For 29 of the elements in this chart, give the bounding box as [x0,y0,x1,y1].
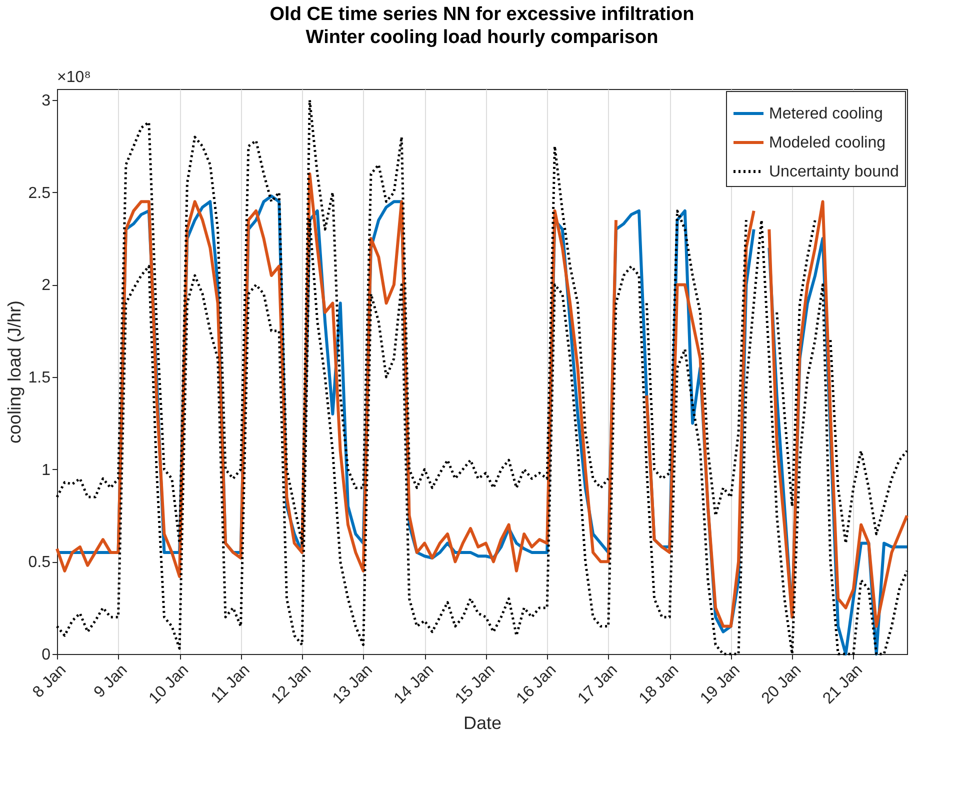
legend-label: Metered cooling [769,106,883,122]
x-tick-label: 18 Jan [636,662,682,708]
x-tick-label: 20 Jan [758,662,805,708]
text: ×10⁸ [57,69,91,86]
y-tick-label: 1.5 [28,370,51,387]
x-tick-label: 9 Jan [91,662,131,702]
legend-label: Modeled cooling [769,134,886,152]
x-tick-label: 21 Jan [820,662,866,708]
legend-label: Uncertainty bound [769,164,899,180]
x-tick-label: 10 Jan [146,662,192,708]
x-tick-label: 17 Jan [574,662,621,708]
chart-subtitle: Winter cooling load hourly comparison [306,27,658,48]
x-tick-label: 8 Jan [30,662,70,702]
x-axis-title: Date [463,712,502,733]
y-tick-label: 1 [42,462,51,479]
x-tick-label: 14 Jan [391,662,438,708]
x-tick-label: 16 Jan [514,662,560,708]
x-tick-label: 15 Jan [452,662,498,708]
x-tick-label: 19 Jan [697,662,744,708]
y-tick-label: 0.5 [28,554,51,572]
chart-title: Old CE time series NN for excessive infiltration [270,4,694,25]
y-tick-label: 0 [42,646,51,664]
x-tick-label: 11 Jan [208,662,254,707]
y-tick-label: 3 [42,92,51,110]
y-tick-label: 2.5 [28,184,51,202]
y-tick-label: 2 [42,277,51,294]
y-axis-title: cooling load (J/hr) [4,300,24,444]
x-tick-label: 12 Jan [268,662,315,708]
x-tick-label: 13 Jan [330,662,376,708]
